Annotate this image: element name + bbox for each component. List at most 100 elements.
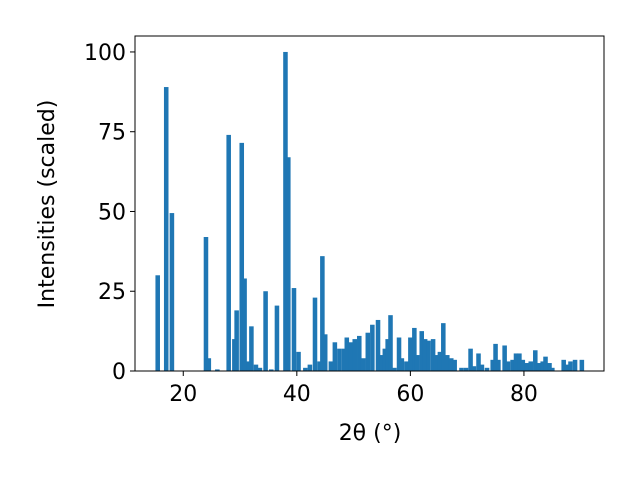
bar [437, 351, 443, 371]
bar [579, 359, 585, 371]
bar [561, 359, 566, 371]
bar [550, 367, 555, 371]
bar [263, 291, 268, 371]
bar [382, 348, 388, 371]
bar [414, 355, 420, 371]
bar [448, 358, 454, 371]
bar [459, 367, 464, 371]
bar [468, 348, 473, 371]
bar [484, 367, 490, 371]
bar [215, 369, 220, 371]
bar [332, 342, 338, 371]
bar [471, 366, 477, 371]
x-axis-label: 2θ (°) [339, 421, 402, 446]
bar [426, 340, 431, 371]
bar [291, 288, 297, 371]
y-tick-label: 100 [84, 41, 126, 66]
bar [307, 364, 313, 371]
y-tick-label: 75 [98, 121, 126, 146]
bar [360, 358, 366, 371]
bar [524, 363, 530, 371]
bar [253, 364, 259, 371]
bar [412, 327, 417, 371]
bar [510, 359, 515, 371]
bar [163, 87, 169, 372]
bar [399, 358, 405, 371]
bar [463, 367, 469, 371]
y-tick-label: 50 [98, 200, 126, 225]
y-tick-label: 0 [112, 360, 126, 385]
bar [257, 367, 263, 371]
bar [365, 332, 371, 371]
x-tick-label: 80 [510, 382, 538, 407]
bar [242, 278, 247, 371]
bar [246, 361, 251, 371]
bar [357, 335, 362, 371]
bar [520, 359, 526, 371]
bar [283, 51, 288, 371]
bar [419, 331, 425, 371]
bar [352, 339, 358, 371]
bar [203, 237, 209, 371]
bar [445, 355, 450, 371]
bar [303, 367, 308, 371]
bar [564, 364, 570, 371]
bar [348, 342, 354, 371]
bar [269, 369, 274, 371]
bar [493, 343, 498, 371]
bar [441, 323, 446, 371]
bar [274, 305, 280, 371]
bar [322, 334, 328, 371]
bar [169, 213, 175, 371]
bar [502, 345, 507, 371]
bar [388, 315, 393, 371]
bar [370, 324, 375, 371]
y-tick-label: 25 [98, 280, 126, 305]
bar [344, 337, 350, 371]
bar [341, 348, 347, 371]
bar [328, 361, 334, 371]
bar [476, 353, 481, 371]
bar [234, 310, 239, 371]
bar [528, 361, 534, 371]
bar [452, 359, 457, 371]
bar [385, 339, 390, 371]
bar [317, 361, 322, 371]
bar [543, 356, 548, 371]
bar [536, 363, 541, 371]
plot-frame [134, 35, 605, 372]
bar [513, 353, 519, 371]
bar [320, 256, 325, 371]
bar [312, 297, 318, 371]
bar [379, 355, 385, 371]
bar [533, 350, 538, 371]
bar [404, 361, 409, 371]
bar [505, 361, 511, 371]
bar [249, 326, 254, 371]
bar [286, 157, 291, 371]
bar [433, 355, 439, 371]
bar [239, 142, 245, 371]
bar [547, 363, 552, 371]
bar [392, 367, 397, 371]
bar [375, 319, 381, 371]
bar [479, 364, 485, 371]
bar [422, 339, 428, 371]
bar [496, 359, 501, 371]
bar [396, 337, 402, 371]
y-axis-label: Intensities (scaled) [35, 100, 60, 309]
bar [540, 361, 545, 371]
bar [155, 275, 160, 371]
x-tick-label: 20 [169, 382, 197, 407]
bar [572, 359, 578, 371]
bar [408, 337, 413, 371]
x-tick-label: 60 [396, 382, 424, 407]
bar [206, 358, 212, 371]
bar [430, 339, 436, 371]
bar [226, 134, 231, 371]
bar [296, 351, 301, 371]
bar [568, 361, 573, 371]
bar [337, 348, 342, 371]
x-tick-label: 40 [283, 382, 311, 407]
